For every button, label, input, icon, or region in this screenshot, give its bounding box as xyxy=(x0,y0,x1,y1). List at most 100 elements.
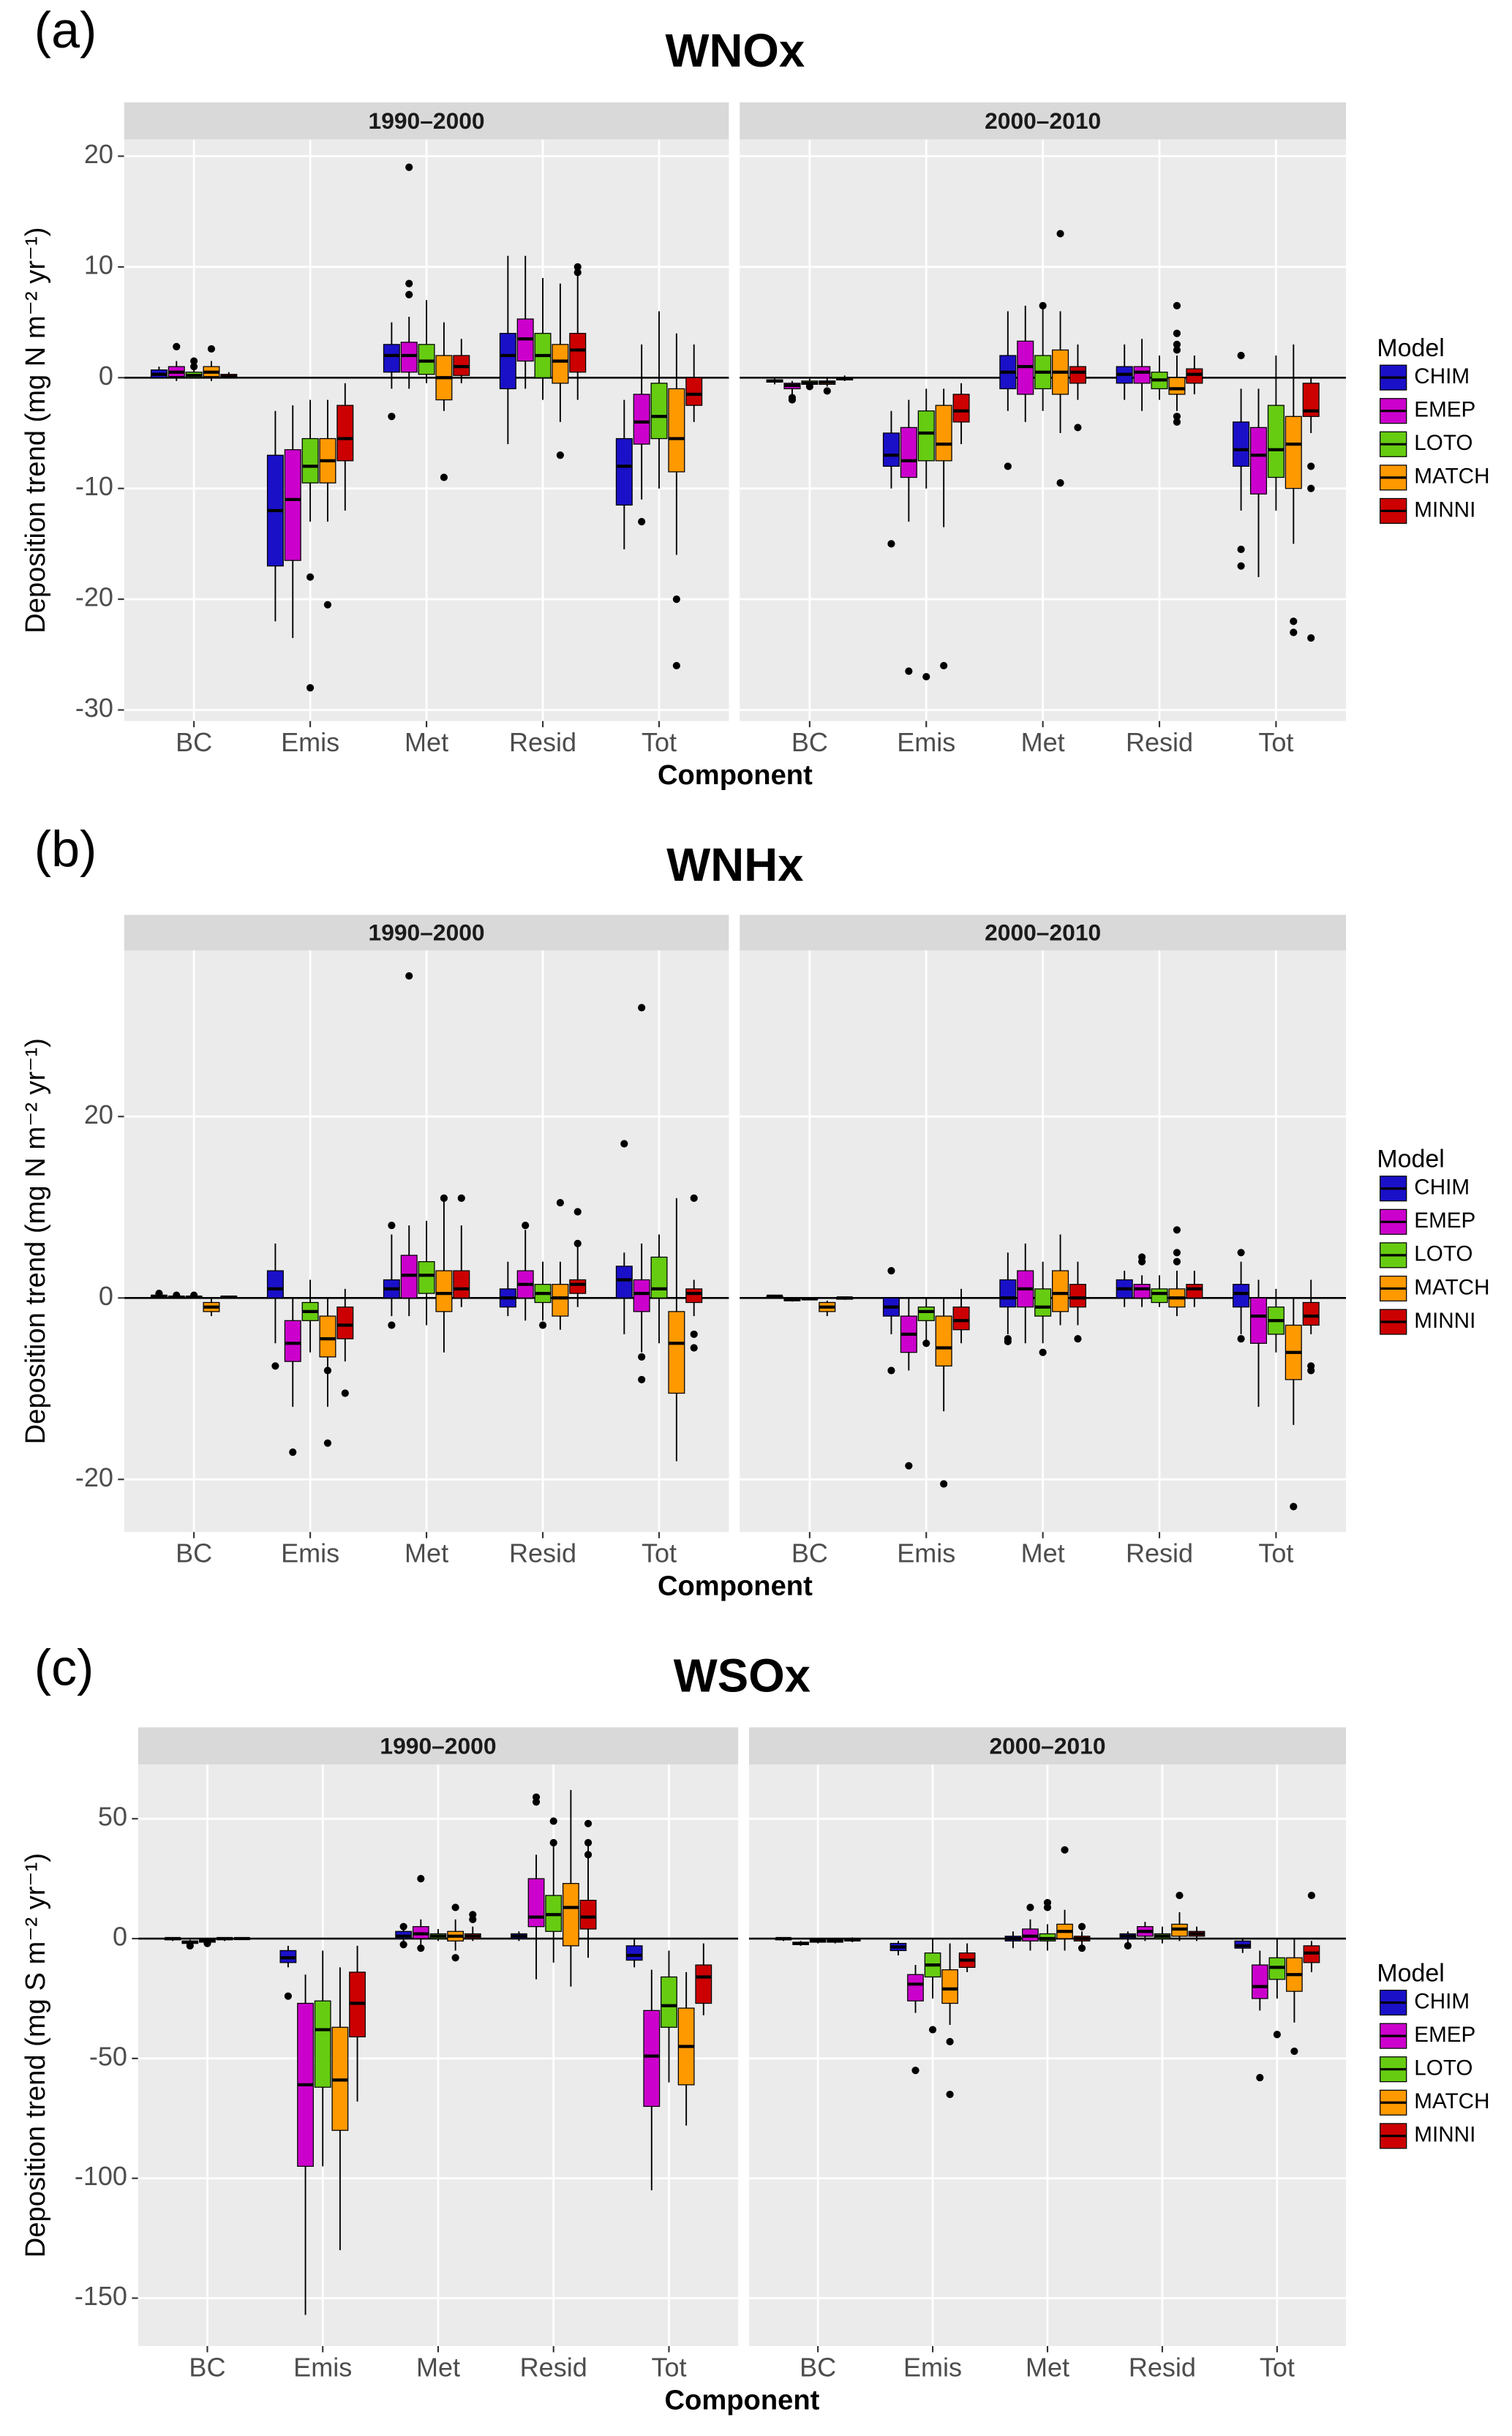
outlier xyxy=(451,1954,459,1962)
outlier xyxy=(805,383,813,391)
outlier xyxy=(1307,634,1315,642)
x-tick-label: BC xyxy=(791,1538,828,1568)
box xyxy=(1285,416,1302,489)
outlier xyxy=(940,661,948,670)
legend-label: LOTO xyxy=(1414,1242,1472,1266)
outlier xyxy=(207,345,216,353)
outlier xyxy=(1173,346,1181,354)
box xyxy=(1168,377,1186,395)
box xyxy=(668,1311,685,1394)
x-tick-label: Met xyxy=(405,727,448,757)
facet-label: 1990–2000 xyxy=(369,108,485,134)
x-tick-label: Tot xyxy=(1260,2352,1295,2382)
box xyxy=(418,344,435,375)
outlier xyxy=(887,1367,895,1375)
outlier xyxy=(388,1222,396,1230)
legend-label: EMEP xyxy=(1414,1208,1475,1233)
x-axis-label: Component xyxy=(664,2384,819,2416)
outlier xyxy=(922,672,930,681)
outlier xyxy=(584,1838,593,1847)
outlier xyxy=(1004,1337,1012,1345)
outlier xyxy=(823,387,831,395)
x-axis-label: Component xyxy=(658,759,813,791)
x-tick-label: Resid xyxy=(1126,727,1193,757)
box xyxy=(336,405,354,462)
box xyxy=(935,1315,952,1367)
y-tick-label: 0 xyxy=(99,361,113,391)
box xyxy=(1151,1288,1168,1304)
outlier xyxy=(887,1267,895,1275)
box xyxy=(569,333,587,373)
outlier xyxy=(1237,1249,1245,1257)
outlier xyxy=(887,540,895,548)
box xyxy=(615,1266,633,1298)
x-tick-label: Resid xyxy=(509,1538,576,1568)
outlier xyxy=(173,1291,181,1299)
legend-label: EMEP xyxy=(1414,2023,1475,2047)
outlier xyxy=(1077,1944,1086,1952)
x-tick-label: BC xyxy=(189,2352,225,2382)
y-tick-label: 20 xyxy=(84,139,113,169)
outlier xyxy=(306,684,315,692)
legend-title: Model xyxy=(1377,1146,1444,1173)
outlier xyxy=(203,1939,211,1947)
outlier xyxy=(905,667,913,675)
box xyxy=(1133,1284,1151,1298)
outlier xyxy=(573,1208,582,1216)
box xyxy=(1302,383,1320,417)
box xyxy=(1249,426,1268,495)
box xyxy=(301,437,319,484)
x-tick-label: Tot xyxy=(1258,727,1293,757)
box xyxy=(569,1279,587,1294)
outlier xyxy=(323,1439,332,1447)
y-tick-label: -20 xyxy=(75,582,113,612)
x-tick-label: Tot xyxy=(1258,1538,1293,1568)
x-tick-label: Met xyxy=(405,1538,448,1568)
box xyxy=(633,394,650,445)
outlier xyxy=(341,1389,349,1397)
x-tick-label: Emis xyxy=(897,1538,955,1568)
x-tick-label: Tot xyxy=(642,1538,677,1568)
outlier xyxy=(405,290,413,298)
facet-label: 1990–2000 xyxy=(369,919,485,945)
box xyxy=(314,2000,331,2088)
outlier xyxy=(399,1922,407,1931)
box xyxy=(1233,421,1250,467)
outlier xyxy=(1173,1226,1181,1234)
box xyxy=(633,1279,650,1312)
outlier xyxy=(388,413,396,421)
box xyxy=(952,1307,970,1331)
outlier xyxy=(440,473,448,481)
box xyxy=(400,342,418,373)
box xyxy=(383,344,400,373)
box xyxy=(882,432,900,467)
box xyxy=(900,426,917,478)
y-axis-label: Deposition trend (mg S m⁻² yr⁻¹) xyxy=(20,1853,51,2258)
outlier xyxy=(1256,2074,1264,2082)
outlier xyxy=(271,1362,279,1370)
box xyxy=(1267,405,1285,478)
outlier xyxy=(405,279,413,287)
y-tick-label: 20 xyxy=(84,1099,113,1129)
outlier xyxy=(190,1291,198,1299)
outlier xyxy=(922,1339,930,1347)
box xyxy=(661,1976,677,2028)
chart-title: WNOx xyxy=(666,25,805,77)
box xyxy=(453,1270,470,1298)
outlier xyxy=(155,1290,163,1298)
y-tick-label: -50 xyxy=(89,2041,127,2071)
box xyxy=(685,377,703,406)
outlier xyxy=(1237,351,1245,360)
box xyxy=(435,1270,453,1312)
x-tick-label: BC xyxy=(176,727,212,757)
outlier xyxy=(1124,1941,1132,1950)
outlier xyxy=(1043,1903,1052,1911)
outlier xyxy=(532,1798,541,1806)
box xyxy=(615,437,633,506)
facet-label: 2000–2010 xyxy=(989,1732,1105,1759)
outlier xyxy=(573,263,582,271)
outlier xyxy=(538,1321,547,1329)
y-axis-label: Deposition trend (mg N m⁻² yr⁻¹) xyxy=(20,228,51,634)
outlier xyxy=(1307,1367,1315,1375)
outlier xyxy=(638,518,646,526)
